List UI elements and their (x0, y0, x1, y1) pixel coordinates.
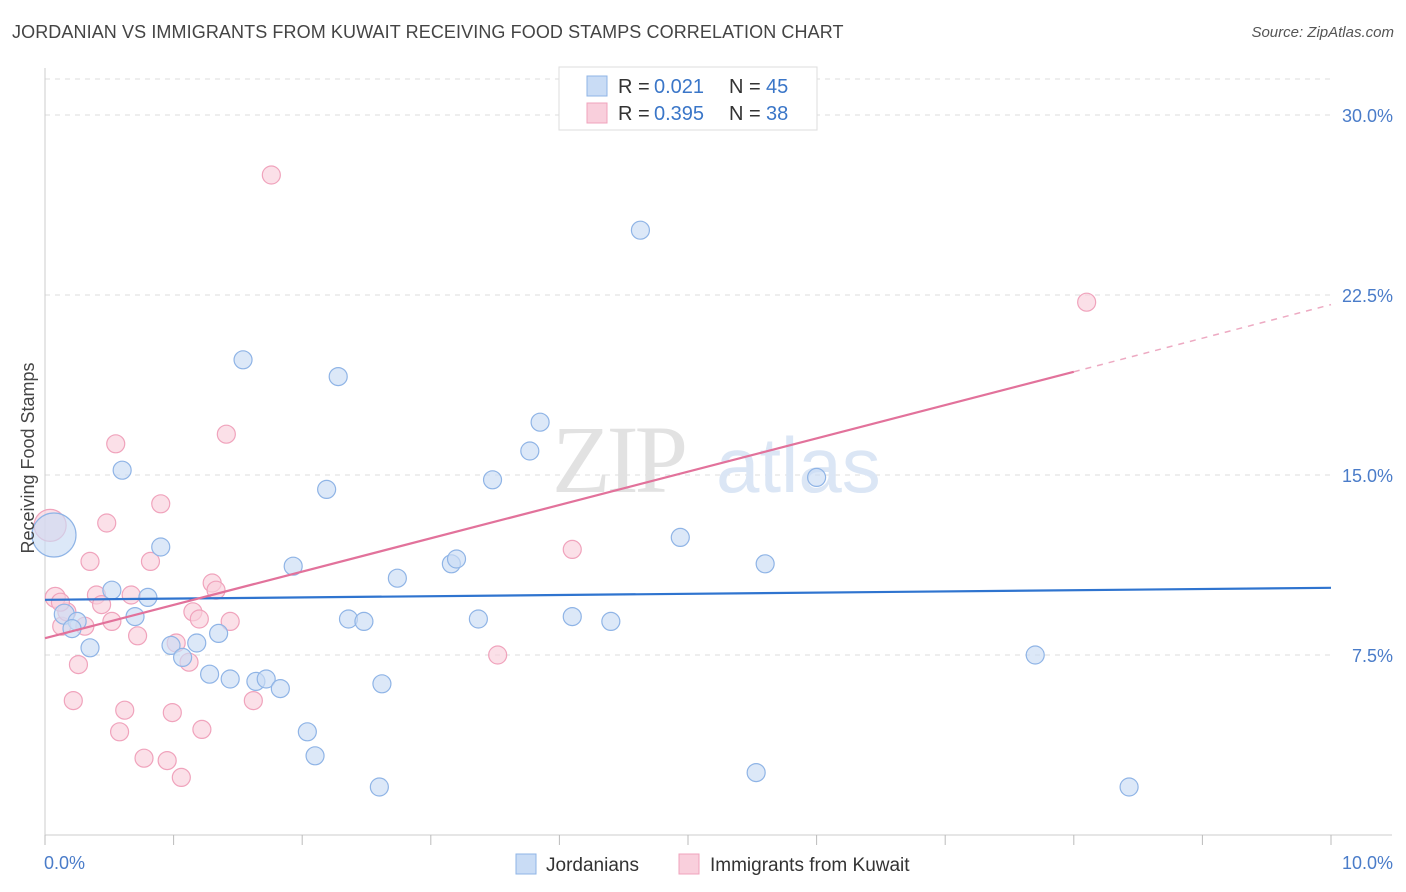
series-swatch-jordanians (515, 853, 537, 875)
kuwait-point-32 (243, 690, 263, 711)
y-axis-title: Receiving Food Stamps (18, 362, 38, 553)
legend-swatch-jordanians (586, 75, 608, 97)
kuwait-point-5 (68, 654, 89, 675)
kuwait-point-20 (157, 750, 177, 771)
kuwait-point-30 (216, 424, 236, 444)
correlation-legend: R = 0.021 N = 45 R = 0.395 N = 38 (558, 66, 818, 131)
legend-n-label-2: N = (729, 103, 766, 125)
x-tick-label-1: 10.0% (1342, 853, 1393, 873)
kuwait-point-18 (140, 551, 161, 572)
legend-r-label-1: R = (618, 76, 655, 98)
jordanian-point-30 (446, 549, 467, 569)
legend-swatch-kuwait (586, 102, 608, 124)
kuwait-point-34 (488, 645, 508, 665)
x-tick-label-0: 0.0% (44, 853, 85, 873)
y-tick-label-0: 7.5% (1352, 646, 1393, 666)
trend-line-kuwait (44, 370, 1075, 640)
series-swatch-kuwait (678, 853, 700, 875)
legend-n-label-1: N = (729, 76, 766, 98)
jordanian-point-14 (220, 669, 240, 689)
series-legend: Jordanians Immigrants from Kuwait (515, 853, 910, 876)
kuwait-point-12 (106, 434, 126, 454)
tick-labels: 7.5% 15.0% 22.5% 30.0% 0.0% 10.0% (44, 106, 1393, 873)
series-label-jordanians: Jordanians (546, 855, 639, 876)
series-label-kuwait: Immigrants from Kuwait (710, 855, 910, 876)
jordanian-point-8 (151, 537, 171, 557)
y-tick-label-1: 15.0% (1342, 466, 1393, 486)
trend-lines (44, 303, 1332, 640)
watermark: ZIP atlas (552, 406, 881, 513)
legend-r-value-2: 0.395 (654, 103, 704, 125)
jordanian-point-33 (520, 441, 540, 461)
jordanian-point-28 (387, 568, 407, 588)
kuwait-point-35 (562, 539, 582, 560)
jordanian-point-27 (372, 674, 392, 694)
jordanian-point-38 (670, 527, 690, 548)
jordanian-point-41 (806, 467, 827, 487)
jordanian-point-31 (468, 609, 488, 629)
y-tick-label-3: 30.0% (1342, 106, 1393, 126)
jordanian-point-36 (601, 611, 621, 632)
jordanian-point-42 (1025, 645, 1045, 665)
kuwait-point-31 (220, 611, 240, 632)
kuwait-point-27 (192, 719, 212, 740)
jordanian-point-12 (200, 664, 220, 684)
jordanian-point-9 (161, 635, 181, 656)
jordanian-point-32 (482, 470, 503, 490)
axes (44, 68, 1392, 845)
jordanian-point-13 (209, 623, 229, 644)
kuwait-point-33 (261, 165, 281, 185)
legend-n-value-2: 38 (766, 103, 788, 125)
jordanian-point-4 (102, 580, 122, 600)
jordanian-point-11 (187, 633, 207, 653)
jordanian-point-40 (755, 554, 775, 574)
kuwait-point-4 (63, 690, 83, 711)
kuwait-point-23 (171, 767, 191, 788)
chart-title: JORDANIAN VS IMMIGRANTS FROM KUWAIT RECE… (12, 22, 844, 42)
jordanian-point-0 (31, 512, 77, 558)
legend-r-value-1: 0.021 (654, 76, 704, 98)
jordanian-point-5 (112, 460, 132, 480)
jordanian-point-10 (173, 647, 193, 668)
trend-line-jordanians (44, 586, 1332, 601)
jordanian-point-3 (80, 638, 100, 658)
jordanian-point-43 (1119, 777, 1139, 797)
kuwait-point-13 (109, 722, 130, 742)
jordanian-point-15 (233, 350, 253, 370)
kuwait-point-19 (151, 494, 171, 514)
kuwait-point-21 (162, 702, 182, 723)
kuwait-point-16 (127, 626, 148, 646)
jordanian-point-25 (354, 611, 374, 632)
jordanian-point-39 (746, 762, 766, 783)
legend-n-value-1: 45 (766, 76, 788, 98)
kuwait-point-7 (80, 551, 100, 572)
jordanian-points (31, 220, 1139, 797)
jordanian-point-26 (369, 777, 389, 797)
jordanian-point-34 (530, 412, 550, 432)
jordanian-point-23 (328, 367, 348, 387)
kuwait-point-17 (134, 748, 154, 768)
jordanian-point-21 (305, 746, 325, 766)
jordanian-point-20 (297, 722, 317, 742)
jordanian-point-7 (138, 587, 158, 608)
kuwait-point-15 (121, 585, 141, 605)
jordanian-point-18 (270, 678, 290, 699)
jordanian-point-17 (256, 669, 276, 689)
watermark-zip: ZIP (552, 406, 685, 513)
jordanian-point-22 (317, 479, 337, 499)
kuwait-point-26 (189, 609, 209, 629)
watermark-atlas: atlas (716, 421, 881, 509)
source-label: Source: ZipAtlas.com (1251, 24, 1394, 41)
y-tick-label-2: 22.5% (1342, 286, 1393, 306)
kuwait-point-10 (97, 513, 117, 533)
jordanian-point-19 (283, 556, 303, 576)
kuwait-point-36 (1077, 292, 1097, 312)
trend-line-kuwait-extension (1073, 303, 1332, 373)
jordanian-point-37 (630, 220, 651, 240)
jordanian-point-35 (562, 606, 582, 627)
kuwait-point-14 (115, 700, 135, 720)
legend-r-label-2: R = (618, 103, 655, 125)
